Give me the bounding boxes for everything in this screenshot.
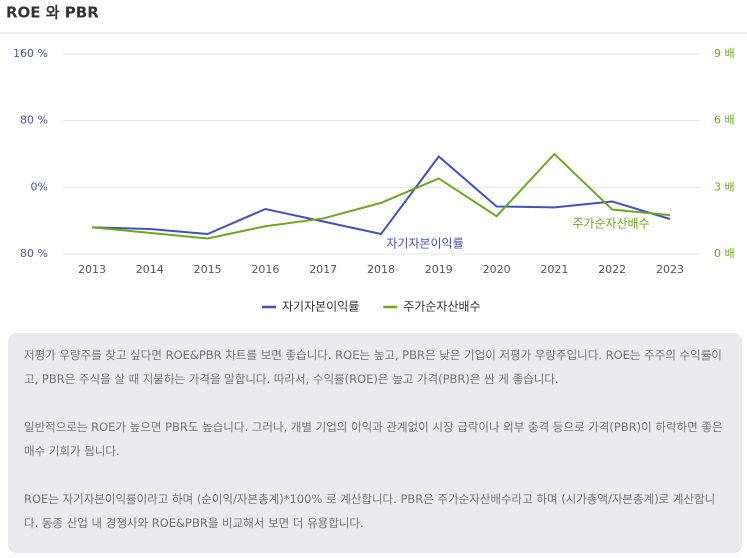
legend-label: 주가순자산배수 (403, 300, 480, 314)
x-tick-label: 2018 (367, 263, 395, 276)
paragraph: 일반적으로는 ROE가 높으면 PBR도 높습니다. 그러나, 개별 기업의 이… (24, 420, 723, 458)
y2-tick-label: 9 배 (714, 47, 735, 60)
series-line (91, 152, 671, 240)
x-tick-label: 2015 (194, 263, 222, 276)
x-tick-label: 2016 (251, 263, 279, 276)
x-tick-label: 2023 (656, 263, 684, 276)
y-tick-label: 80 % (20, 247, 48, 260)
paragraph: ROE는 자기자본이익률이라고 하며 (순이익/자본총계)*100% 로 계산합… (24, 492, 716, 530)
paragraph: 저평가 우량주를 찾고 싶다면 ROE&PBR 차트를 보면 좋습니다. ROE… (24, 348, 722, 386)
y2-tick-label: 6 배 (714, 114, 735, 127)
x-tick-label: 2014 (136, 263, 164, 276)
y-tick-label: 80 % (20, 114, 48, 127)
series-annotation: 자기자본이익률 (386, 237, 463, 251)
legend-label: 자기자본이익률 (282, 300, 359, 314)
x-tick-label: 2019 (425, 263, 453, 276)
series-annotation: 주가순자산배수 (572, 217, 649, 231)
y-tick-label: 0% (31, 180, 48, 193)
x-tick-label: 2020 (483, 263, 511, 276)
chart-title: ROE 와 PBR (6, 4, 99, 22)
x-tick-label: 2022 (598, 263, 626, 276)
description: 저평가 우량주를 찾고 싶다면 ROE&PBR 차트를 보면 좋습니다. ROE… (8, 333, 742, 553)
x-tick-label: 2017 (309, 263, 337, 276)
x-tick-label: 2021 (540, 263, 568, 276)
y-tick-label: 160 % (13, 47, 48, 60)
y2-tick-label: 0 배 (714, 247, 735, 260)
y2-tick-label: 3 배 (714, 180, 735, 193)
chart: ROE 와 PBR 80 % 0% 80 % 160 % 0 배 3 배 6 배 9 배 201… (0, 4, 747, 314)
x-tick-label: 2013 (78, 263, 106, 276)
series-line (91, 155, 671, 236)
